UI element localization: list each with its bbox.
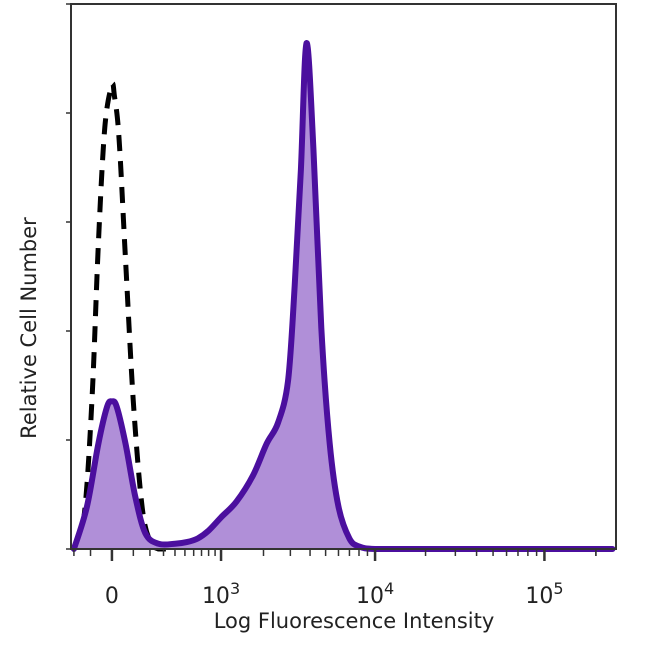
- x-axis-ticks: [73, 549, 597, 561]
- x-tick-label: 105: [525, 579, 563, 609]
- x-tick-label-base: 10: [356, 584, 384, 609]
- series-1-line: [70, 40, 616, 553]
- x-tick-label-exponent: 3: [230, 579, 240, 598]
- x-tick-label: 103: [202, 579, 240, 609]
- series-layer: [70, 40, 616, 553]
- series-1-area: [73, 42, 613, 550]
- y-axis-ticks: [66, 3, 71, 550]
- x-tick-label: 104: [356, 579, 394, 609]
- x-tick-label-base: 10: [525, 584, 553, 609]
- x-tick-label-exponent: 5: [553, 579, 563, 598]
- plot-frame: [70, 3, 617, 550]
- y-axis-title: Relative Cell Number: [17, 217, 41, 439]
- x-axis-tick-labels: 0 103 104 105: [105, 579, 564, 609]
- x-tick-label: 0: [105, 584, 119, 609]
- x-tick-label-base: 10: [202, 584, 230, 609]
- x-axis-title: Log Fluorescence Intensity: [214, 609, 495, 633]
- x-tick-label-exponent: 4: [384, 579, 394, 598]
